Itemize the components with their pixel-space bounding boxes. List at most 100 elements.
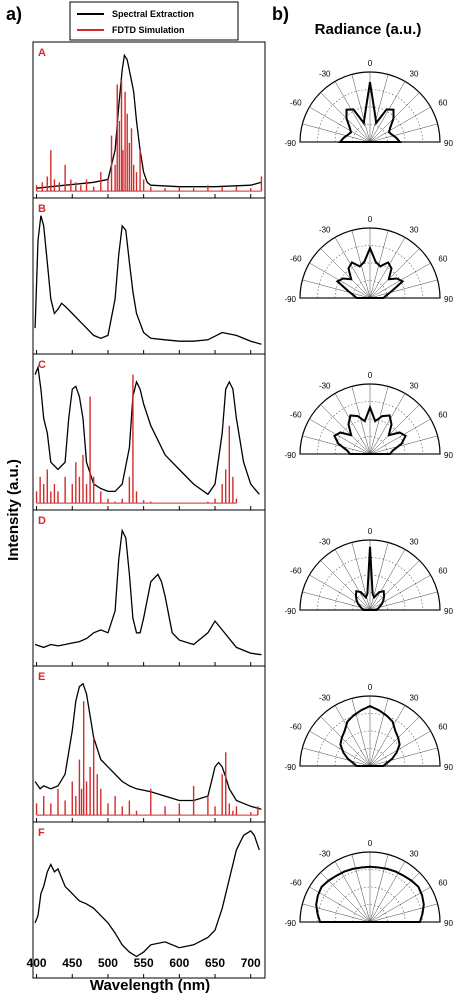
spectral-line [34,682,262,810]
polar-angle-label: -30 [319,226,331,235]
polar-angle-label: -90 [284,763,296,772]
polar-spoke [369,123,438,143]
polar-angle-label: -60 [290,99,302,108]
polar-spoke [351,386,371,455]
x-axis-ticks: 400 450 500 550 600 650 700 [27,956,262,970]
polar-angle-label: 0 [368,59,373,68]
polar-angle-label: 60 [438,255,447,264]
polar-angle-label: -90 [284,451,296,460]
polar-spoke [320,716,371,767]
subplot-e: E [32,665,266,823]
polar-spoke [309,574,371,611]
radiance-curve [333,404,407,455]
polar-spoke [369,698,389,767]
polar-spoke [369,386,389,455]
spectra-stack: A B C D E F [32,41,266,979]
subplot-label: A [38,47,46,59]
polar-spoke [309,418,371,455]
polar-spoke [334,861,371,923]
polar-angle-label: 90 [444,607,453,616]
polar-outline [299,695,441,767]
polar-spoke [302,123,371,143]
polar-angle-label: 30 [410,70,419,79]
polar-spoke [369,435,438,455]
radiance-curve [339,704,401,767]
panel-a-label: a) [6,4,22,24]
polar-angle-label: -90 [284,607,296,616]
subplot-a: A [32,41,266,199]
fdtd-series [35,701,259,816]
x-tick-label: 400 [27,956,47,970]
polar-angle-label: 0 [368,371,373,380]
polar-angle-label: 0 [368,527,373,536]
subplot-label: B [38,203,46,215]
polar-spoke [369,248,420,299]
polar-angle-label: 0 [368,215,373,224]
legend-label-spectral: Spectral Extraction [112,9,194,19]
polar-ring [334,574,406,611]
polar-spoke [369,574,431,611]
polar-angle-label: 90 [444,763,453,772]
polar-spoke [369,74,389,143]
spectral-line [34,215,262,345]
radiance-polar-a: -90 -60 -30 0 30 60 90 [284,59,453,148]
polar-angle-label: 90 [444,295,453,304]
radiance-polar-e: -90 -60 -30 0 30 60 90 [284,683,453,772]
radiance-curve [354,546,386,611]
polar-spoke [369,730,431,767]
polar-spoke [369,560,420,611]
radiance-curve [315,865,425,923]
polar-angle-label: -60 [290,723,302,732]
polar-outline [299,539,441,611]
polar-ring [317,557,423,611]
spectral-line [34,364,260,496]
polar-angle-label: 60 [438,99,447,108]
subplot-label: F [38,827,45,839]
x-tick-label: 500 [98,956,118,970]
polar-angle-label: 60 [438,411,447,420]
polar-angle-label: -90 [284,295,296,304]
polar-angle-label: -90 [284,139,296,148]
polar-spoke [302,435,371,455]
polar-spoke [369,747,438,767]
polar-spoke [351,74,371,143]
polar-angle-label: -60 [290,879,302,888]
subplot-frame [32,821,266,979]
polar-ring [334,418,406,455]
polar-angle-label: -30 [319,694,331,703]
polar-spoke [369,106,431,143]
polar-spoke [369,404,420,455]
x-tick-label: 550 [134,956,154,970]
polar-spoke [369,705,406,767]
fdtd-series [35,80,263,192]
subplot-c: C [32,353,266,511]
subplot-d: D [32,509,266,667]
polar-spoke [369,903,438,923]
x-tick-label: 700 [241,956,261,970]
polar-spoke [334,705,371,767]
legend: Spectral Extraction FDTD Simulation [69,1,239,41]
x-axis-title: Wavelength (nm) [90,977,210,994]
polar-outline [299,227,441,299]
x-tick-label: 650 [205,956,225,970]
polar-spoke [320,248,371,299]
radiance-curve [337,82,403,143]
subplot-f: F [32,821,266,979]
polar-outline [299,71,441,143]
polar-angle-label: 90 [444,139,453,148]
polar-spoke [369,237,406,299]
polar-angle-label: 30 [410,694,419,703]
polar-spoke [334,237,371,299]
polar-spoke [369,591,438,611]
polar-ring [334,106,406,143]
polar-spoke [369,716,420,767]
polar-angle-label: -60 [290,567,302,576]
polar-spoke [369,861,406,923]
polar-spoke [369,393,406,455]
polar-ring [334,886,406,923]
polar-angle-label: -60 [290,411,302,420]
polar-spoke [334,81,371,143]
fdtd-series [35,374,238,504]
polar-spoke [334,549,371,611]
